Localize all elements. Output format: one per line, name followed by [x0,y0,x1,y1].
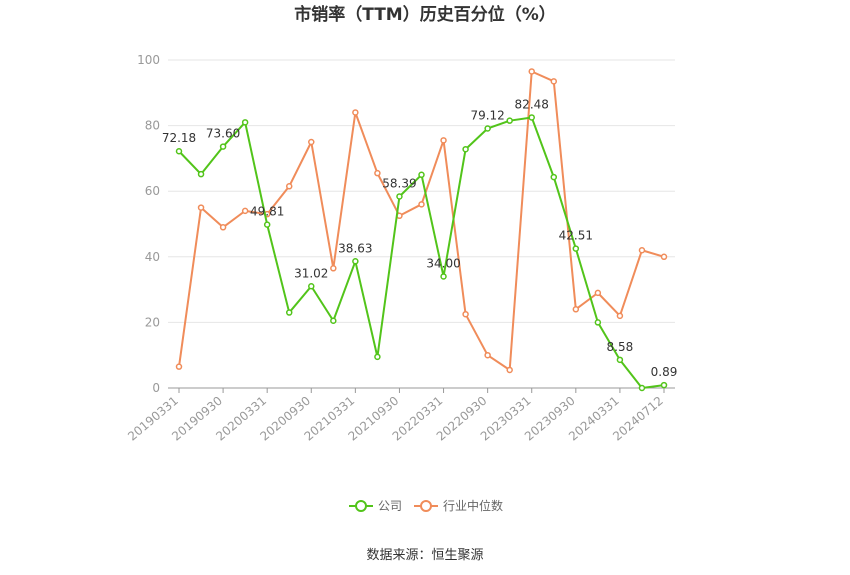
data-point [506,117,513,124]
chart-title: 市销率（TTM）历史百分位（%） [294,4,556,25]
data-point [374,353,381,361]
data-point [219,224,227,231]
y-tick-label: 0 [152,381,160,395]
data-point [660,381,668,389]
y-tick-label: 20 [145,315,160,329]
data-point [352,258,359,265]
data-point [197,204,205,211]
data-label: 38.63 [338,241,372,255]
data-point [396,193,403,200]
y-tick-label: 60 [145,184,160,198]
data-label: 42.51 [559,229,593,243]
data-point [528,114,535,121]
data-point [572,306,580,313]
data-point [352,109,359,116]
data-point [418,201,425,208]
data-label: 73.60 [206,127,240,141]
data-point [484,125,491,132]
series-line [178,116,665,389]
data-label: 82.48 [515,97,549,111]
data-point [660,253,668,261]
data-point [550,173,558,181]
data-point [219,143,227,150]
data-point [285,309,293,316]
legend-item-industry-median[interactable]: 行业中位数 [414,498,503,513]
data-point [263,221,271,228]
data-point [594,289,602,297]
data-point [440,137,447,144]
series-company [175,114,668,392]
series-industry-median [175,68,668,374]
data-point [616,312,624,320]
data-point [197,170,205,178]
y-tick-label: 80 [145,119,160,133]
data-labels: 72.18 73.60 49.81 31.02 38.63 58.39 34.00 79.12… [162,97,678,379]
data-label: 58.39 [382,176,416,190]
y-axis: 0 20 40 60 80 100 [137,53,160,395]
data-point [462,310,469,318]
data-point [241,119,249,126]
legend-marker [355,500,367,512]
data-point [374,169,381,177]
data-point [418,171,425,179]
y-tick-label: 100 [137,53,160,67]
data-label: 79.12 [470,108,504,122]
data-label: 8.58 [607,340,634,354]
legend-item-company[interactable]: 公司 [349,499,402,513]
data-label: 72.18 [162,131,196,145]
data-point [330,265,337,272]
data-point [308,138,315,146]
y-tick-label: 40 [145,250,160,264]
source-note: 数据来源：恒生聚源 [366,548,483,563]
data-point [440,273,447,280]
data-point [528,68,535,75]
data-point [550,78,558,85]
legend-marker [420,500,432,512]
legend: 公司 行业中位数 [349,498,503,513]
data-point [638,384,646,392]
data-point [638,246,646,254]
data-label: 31.02 [294,266,328,280]
data-point [330,317,337,325]
grid-lines [168,59,675,389]
data-point [462,145,469,153]
data-label: 34.00 [426,256,460,270]
data-label: 49.81 [250,205,284,219]
data-label: 0.89 [651,365,678,379]
data-point [241,207,249,215]
data-point [285,183,293,190]
data-point [484,351,491,359]
series-line [178,70,665,371]
data-point [175,363,183,370]
series-layer [175,68,668,392]
data-point [572,245,580,252]
data-point [308,283,315,290]
data-point [616,356,624,364]
x-axis: 2019033120190930202003312020093020210331… [125,387,675,444]
data-point [175,147,183,155]
legend-label: 行业中位数 [443,498,503,513]
data-point [506,366,513,374]
legend-label: 公司 [378,499,402,513]
data-point [594,319,602,326]
